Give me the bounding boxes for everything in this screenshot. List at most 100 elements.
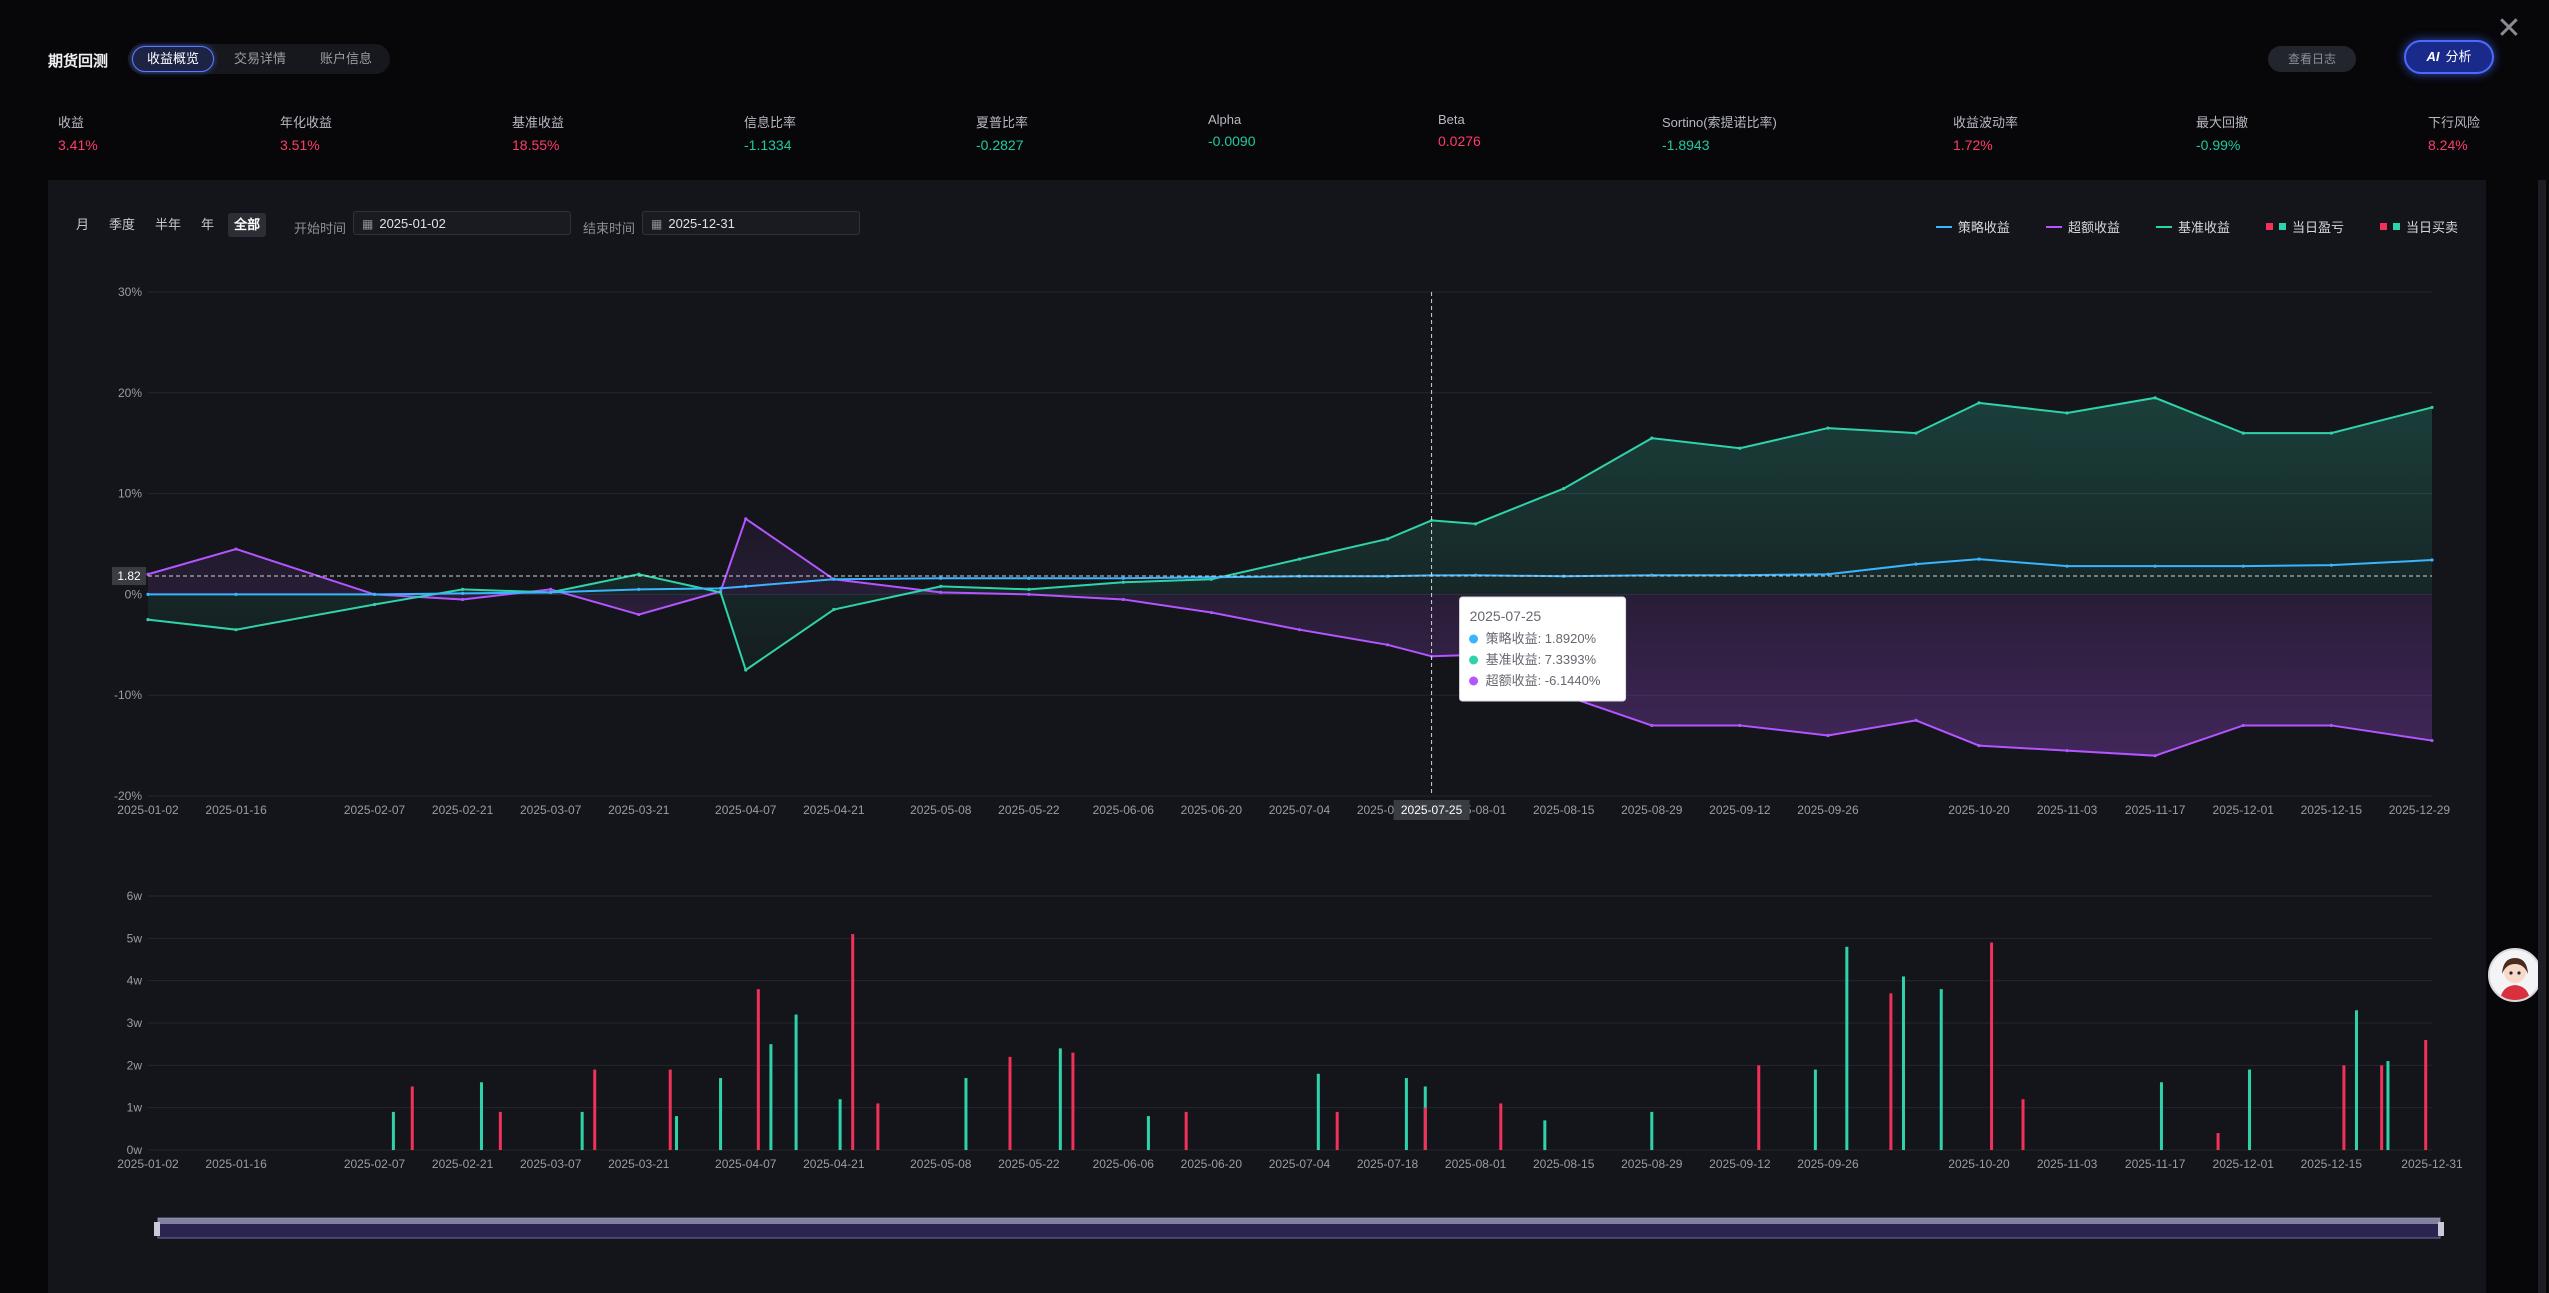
assistant-avatar-icon[interactable] (2488, 948, 2542, 1002)
series-point (549, 587, 553, 591)
metric-value: -0.99% (2196, 137, 2241, 153)
series-point (1826, 426, 1830, 430)
series-point (718, 586, 723, 590)
series-point (2430, 405, 2434, 410)
range-quarter[interactable]: 季度 (109, 217, 136, 232)
legend-benchmark[interactable]: 基准收益 (2155, 217, 2230, 236)
metric-label: 收益 (58, 115, 85, 130)
tab-account[interactable]: 账户信息 (320, 51, 373, 66)
series-point (1914, 718, 1918, 723)
volume-bar (479, 1082, 483, 1150)
tab-trades[interactable]: 交易详情 (234, 51, 287, 66)
x-tick-label: 2025-04-07 (715, 803, 777, 817)
y-tick-label: -10% (114, 688, 142, 702)
range-year[interactable]: 年 (201, 217, 215, 232)
start-date-value: 2025-01-02 (379, 216, 446, 231)
volume-bar (1939, 989, 1943, 1150)
series-point (2153, 564, 2157, 568)
bar-x-tick-label: 2025-11-03 (2037, 1157, 2098, 1171)
legend-label: 当日买卖 (2405, 220, 2458, 235)
series-point (744, 668, 748, 672)
legend-label: 策略收益 (1957, 220, 2010, 235)
x-tick-label: 2025-04-21 (803, 803, 865, 817)
series-point (939, 584, 943, 588)
bar-x-tick-label: 2025-06-20 (1181, 1157, 1243, 1171)
metrics-bar: 收益 3.41% 年化收益 3.51% 基准收益 18.55% 信息比率 -1.1334… (0, 108, 2549, 158)
series-point (1474, 522, 1478, 526)
view-log-button[interactable]: 查看日志 (2268, 46, 2356, 72)
series-point (832, 577, 836, 581)
zoom-slider-selection (158, 1218, 2440, 1224)
bar-x-tick-label: 2025-08-29 (1621, 1157, 1683, 1171)
series-point (939, 576, 943, 580)
legend-daily-pnl[interactable]: 当日盈亏 (2265, 217, 2344, 236)
app-title: 期货回测 (48, 53, 109, 70)
series-point (718, 590, 723, 594)
bar-y-tick-label: 2w (127, 1058, 143, 1072)
metric-label: Alpha (1208, 112, 1242, 127)
metric-value: 0.0276 (1438, 133, 1481, 149)
legend-excess[interactable]: 超额收益 (2045, 217, 2120, 236)
volume-bar (1889, 993, 1893, 1150)
chart-panel: 月 季度 半年 年 全部 开始时间 ▦ 2025-01-02 结束时间 ▦ 2025… (48, 180, 2486, 1293)
series-point (1914, 562, 1918, 566)
start-date-input[interactable]: ▦ 2025-01-02 (353, 211, 571, 235)
range-half-year[interactable]: 半年 (155, 217, 182, 232)
series-line (148, 558, 2433, 596)
returns-chart[interactable]: 30%20%10%0%-10%-20%2025-01-02 2025-01-16 2… (48, 180, 2486, 1293)
bar-x-tick-label: 2025-08-01 (1445, 1157, 1507, 1171)
legend-strategy[interactable]: 策略收益 (1935, 217, 2010, 236)
volume-bar (1008, 1056, 1012, 1150)
volume-bar (756, 989, 760, 1150)
metric-value: -0.2827 (976, 137, 1024, 153)
series-point (2065, 564, 2069, 568)
series-point (146, 592, 150, 596)
series-point (234, 628, 238, 632)
tab-overview[interactable]: 收益概览 (132, 46, 215, 72)
series-point (1209, 610, 1213, 615)
series-point (637, 572, 641, 576)
x-tick-label: 2025-12-15 (2301, 803, 2363, 817)
ai-analysis-button[interactable]: AI 分析 (2404, 40, 2494, 74)
x-tick-label: 2025-02-07 (344, 803, 406, 817)
metric-label: 基准收益 (512, 115, 565, 130)
series-point (1977, 401, 1981, 405)
metric-value: -1.8943 (1662, 137, 1710, 153)
series-point (1121, 580, 1125, 584)
series-point (2241, 723, 2245, 728)
volume-bar (1813, 1069, 1817, 1150)
series-point (1650, 573, 1654, 577)
legend-label: 当日盈亏 (2291, 220, 2344, 235)
calendar-icon: ▦ (651, 217, 663, 231)
series-point (549, 590, 553, 594)
end-date-input[interactable]: ▦ 2025-12-31 (642, 211, 860, 235)
volume-bar (719, 1078, 723, 1150)
volume-bar (593, 1069, 597, 1150)
series-point (461, 591, 465, 595)
bar-x-tick-label: 2025-12-15 (2301, 1157, 2363, 1171)
volume-bar (1650, 1111, 1654, 1150)
scrollbar[interactable] (2538, 180, 2546, 1293)
series-point (744, 584, 748, 588)
legend-daily-trades[interactable]: 当日买卖 (2379, 217, 2458, 236)
tooltip-row: 基准收益: 7.3393% (1486, 652, 1597, 667)
volume-bar (2354, 1010, 2358, 1150)
tooltip-row: 策略收益: 1.8920% (1486, 631, 1597, 646)
volume-bar (2342, 1065, 2346, 1150)
volume-bar (498, 1111, 502, 1150)
legend-square-swatch (2392, 223, 2400, 230)
series-point (372, 592, 377, 596)
bar-y-tick-label: 4w (127, 974, 143, 988)
range-month[interactable]: 月 (76, 217, 90, 232)
legend-square-swatch (2265, 223, 2273, 230)
series-point (1738, 723, 1742, 728)
close-icon[interactable]: ✕ (2496, 12, 2522, 45)
x-tick-label: 2025-08-29 (1621, 803, 1683, 817)
volume-bar (2380, 1065, 2384, 1150)
series-point (1826, 733, 1830, 738)
volume-bar (851, 934, 855, 1150)
metric-item: 收益 3.41% (58, 112, 98, 153)
metric-value: -1.1334 (744, 137, 792, 153)
range-all[interactable]: 全部 (228, 213, 267, 237)
ai-icon: AI (2426, 49, 2440, 64)
